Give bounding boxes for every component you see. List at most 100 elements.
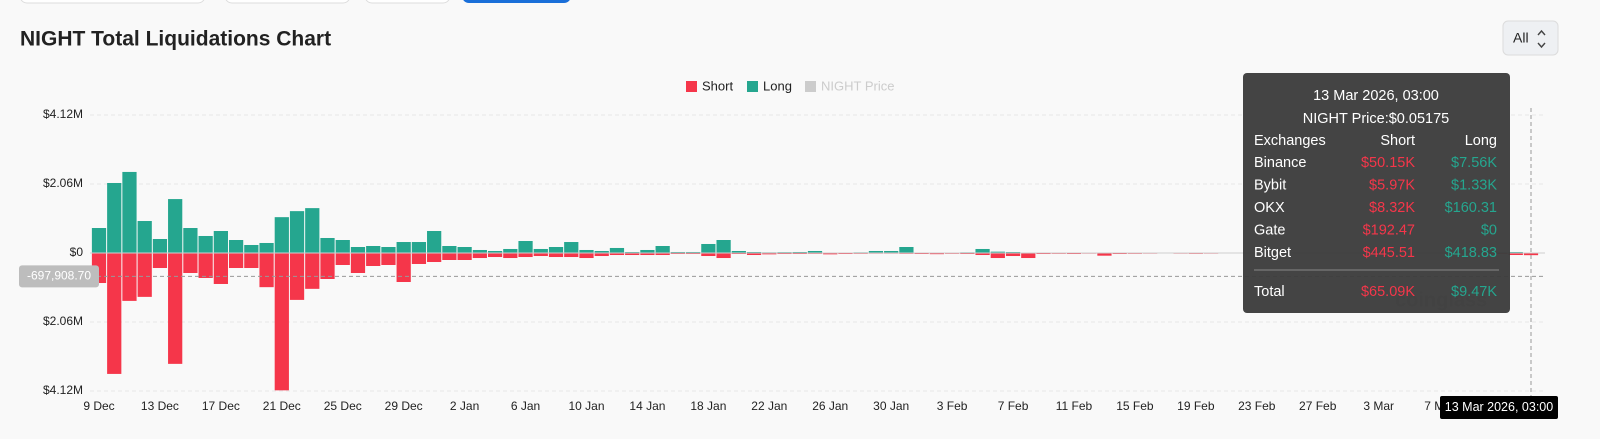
x-tick-label: 14 Jan bbox=[629, 399, 665, 413]
bar bbox=[731, 253, 746, 255]
bar bbox=[609, 247, 625, 253]
bar bbox=[701, 253, 716, 257]
x-tick-label: 23 Feb bbox=[1238, 399, 1276, 413]
bar bbox=[960, 253, 975, 255]
tooltip-cell: Bybit bbox=[1254, 177, 1286, 193]
tab[interactable] bbox=[20, 0, 205, 4]
tab-active[interactable] bbox=[462, 0, 571, 3]
bar bbox=[244, 253, 259, 269]
tooltip-cell: $5.97K bbox=[1369, 177, 1415, 193]
bar bbox=[1036, 253, 1051, 255]
chart-title: NIGHT Total Liquidations Chart bbox=[20, 28, 331, 51]
range-select[interactable]: All bbox=[1502, 20, 1559, 56]
x-tick-label: 26 Jan bbox=[812, 399, 848, 413]
bar bbox=[1066, 253, 1082, 255]
bar bbox=[381, 247, 396, 253]
legend-swatch[interactable] bbox=[686, 81, 697, 92]
bar bbox=[442, 245, 457, 253]
x-tick-label: 25 Dec bbox=[324, 399, 362, 413]
bar bbox=[625, 253, 640, 256]
bar bbox=[716, 240, 731, 253]
bar bbox=[320, 253, 335, 279]
bar bbox=[640, 249, 655, 253]
tooltip-total: Total bbox=[1254, 284, 1285, 300]
legend-label[interactable]: Short bbox=[702, 78, 733, 93]
bar bbox=[183, 253, 198, 273]
bar bbox=[259, 242, 274, 253]
legend-swatch[interactable] bbox=[805, 81, 816, 92]
bar bbox=[152, 238, 168, 253]
bar bbox=[670, 253, 686, 255]
bar bbox=[990, 251, 1005, 253]
bar bbox=[411, 242, 427, 253]
bar bbox=[548, 253, 564, 258]
crosshair-y-label: -697,908.70 bbox=[27, 269, 91, 283]
bar bbox=[442, 253, 457, 261]
bar bbox=[594, 253, 609, 257]
tooltip-cell: Bitget bbox=[1254, 245, 1291, 261]
bar bbox=[396, 242, 411, 253]
tooltip-title: 13 Mar 2026, 03:00 bbox=[1313, 88, 1439, 104]
bar bbox=[609, 253, 625, 256]
bar bbox=[487, 253, 503, 258]
x-tick-label: 17 Dec bbox=[202, 399, 240, 413]
bar bbox=[792, 253, 807, 255]
bar bbox=[746, 253, 762, 256]
tab[interactable] bbox=[365, 0, 450, 4]
bar bbox=[1005, 253, 1021, 257]
tab[interactable] bbox=[225, 0, 350, 4]
bar bbox=[472, 249, 487, 253]
tooltip-cell: $192.47 bbox=[1363, 222, 1415, 238]
bar bbox=[990, 253, 1005, 259]
bar bbox=[564, 242, 579, 253]
tooltip-cell: $418.83 bbox=[1445, 245, 1497, 261]
bar bbox=[107, 253, 122, 374]
crosshair-x-box bbox=[1440, 396, 1558, 419]
bar bbox=[228, 253, 244, 269]
bar bbox=[1005, 251, 1021, 253]
x-tick-label: 10 Jan bbox=[568, 399, 604, 413]
bar bbox=[838, 253, 853, 255]
x-tick-label: 9 Dec bbox=[83, 399, 114, 413]
tooltip-price: NIGHT Price:$0.05175 bbox=[1303, 111, 1449, 127]
x-tick-label: 6 Jan bbox=[511, 399, 540, 413]
tooltip-cell: $0 bbox=[1481, 222, 1497, 238]
bar bbox=[746, 251, 762, 253]
x-tick-label: 3 Feb bbox=[937, 399, 968, 413]
y-tick-label: $4.12M bbox=[43, 383, 83, 397]
bar bbox=[548, 247, 564, 253]
bar bbox=[91, 228, 107, 253]
x-tick-label: 18 Jan bbox=[690, 399, 726, 413]
bar bbox=[533, 248, 548, 253]
bar bbox=[305, 208, 320, 253]
select-box[interactable] bbox=[1502, 20, 1559, 56]
legend-swatch[interactable] bbox=[747, 81, 758, 92]
tooltip-cell: $445.51 bbox=[1363, 245, 1415, 261]
tooltip-cell: Binance bbox=[1254, 155, 1306, 171]
bar bbox=[457, 253, 472, 261]
y-tick-label: $4.12M bbox=[43, 107, 83, 121]
bar bbox=[381, 253, 396, 265]
bar bbox=[427, 230, 442, 253]
legend-label[interactable]: NIGHT Price bbox=[821, 78, 894, 93]
bar bbox=[472, 253, 487, 259]
bar bbox=[716, 253, 731, 259]
bar bbox=[579, 253, 594, 259]
bar bbox=[320, 237, 335, 253]
tooltip-cell: $1.33K bbox=[1451, 177, 1497, 193]
legend-label[interactable]: Long bbox=[763, 78, 792, 93]
bar bbox=[625, 251, 640, 253]
tooltip-box bbox=[1243, 73, 1510, 313]
bar bbox=[868, 250, 884, 253]
bar bbox=[213, 253, 228, 284]
legend: Short Long NIGHT Price bbox=[686, 78, 894, 93]
bar bbox=[366, 245, 381, 253]
select-label[interactable]: All bbox=[1513, 30, 1529, 46]
bar bbox=[152, 253, 168, 269]
x-tick-label: 27 Feb bbox=[1299, 399, 1337, 413]
bar bbox=[823, 253, 838, 255]
tooltip-header: Exchanges bbox=[1254, 133, 1326, 149]
bar bbox=[289, 253, 305, 300]
bar bbox=[518, 253, 533, 258]
